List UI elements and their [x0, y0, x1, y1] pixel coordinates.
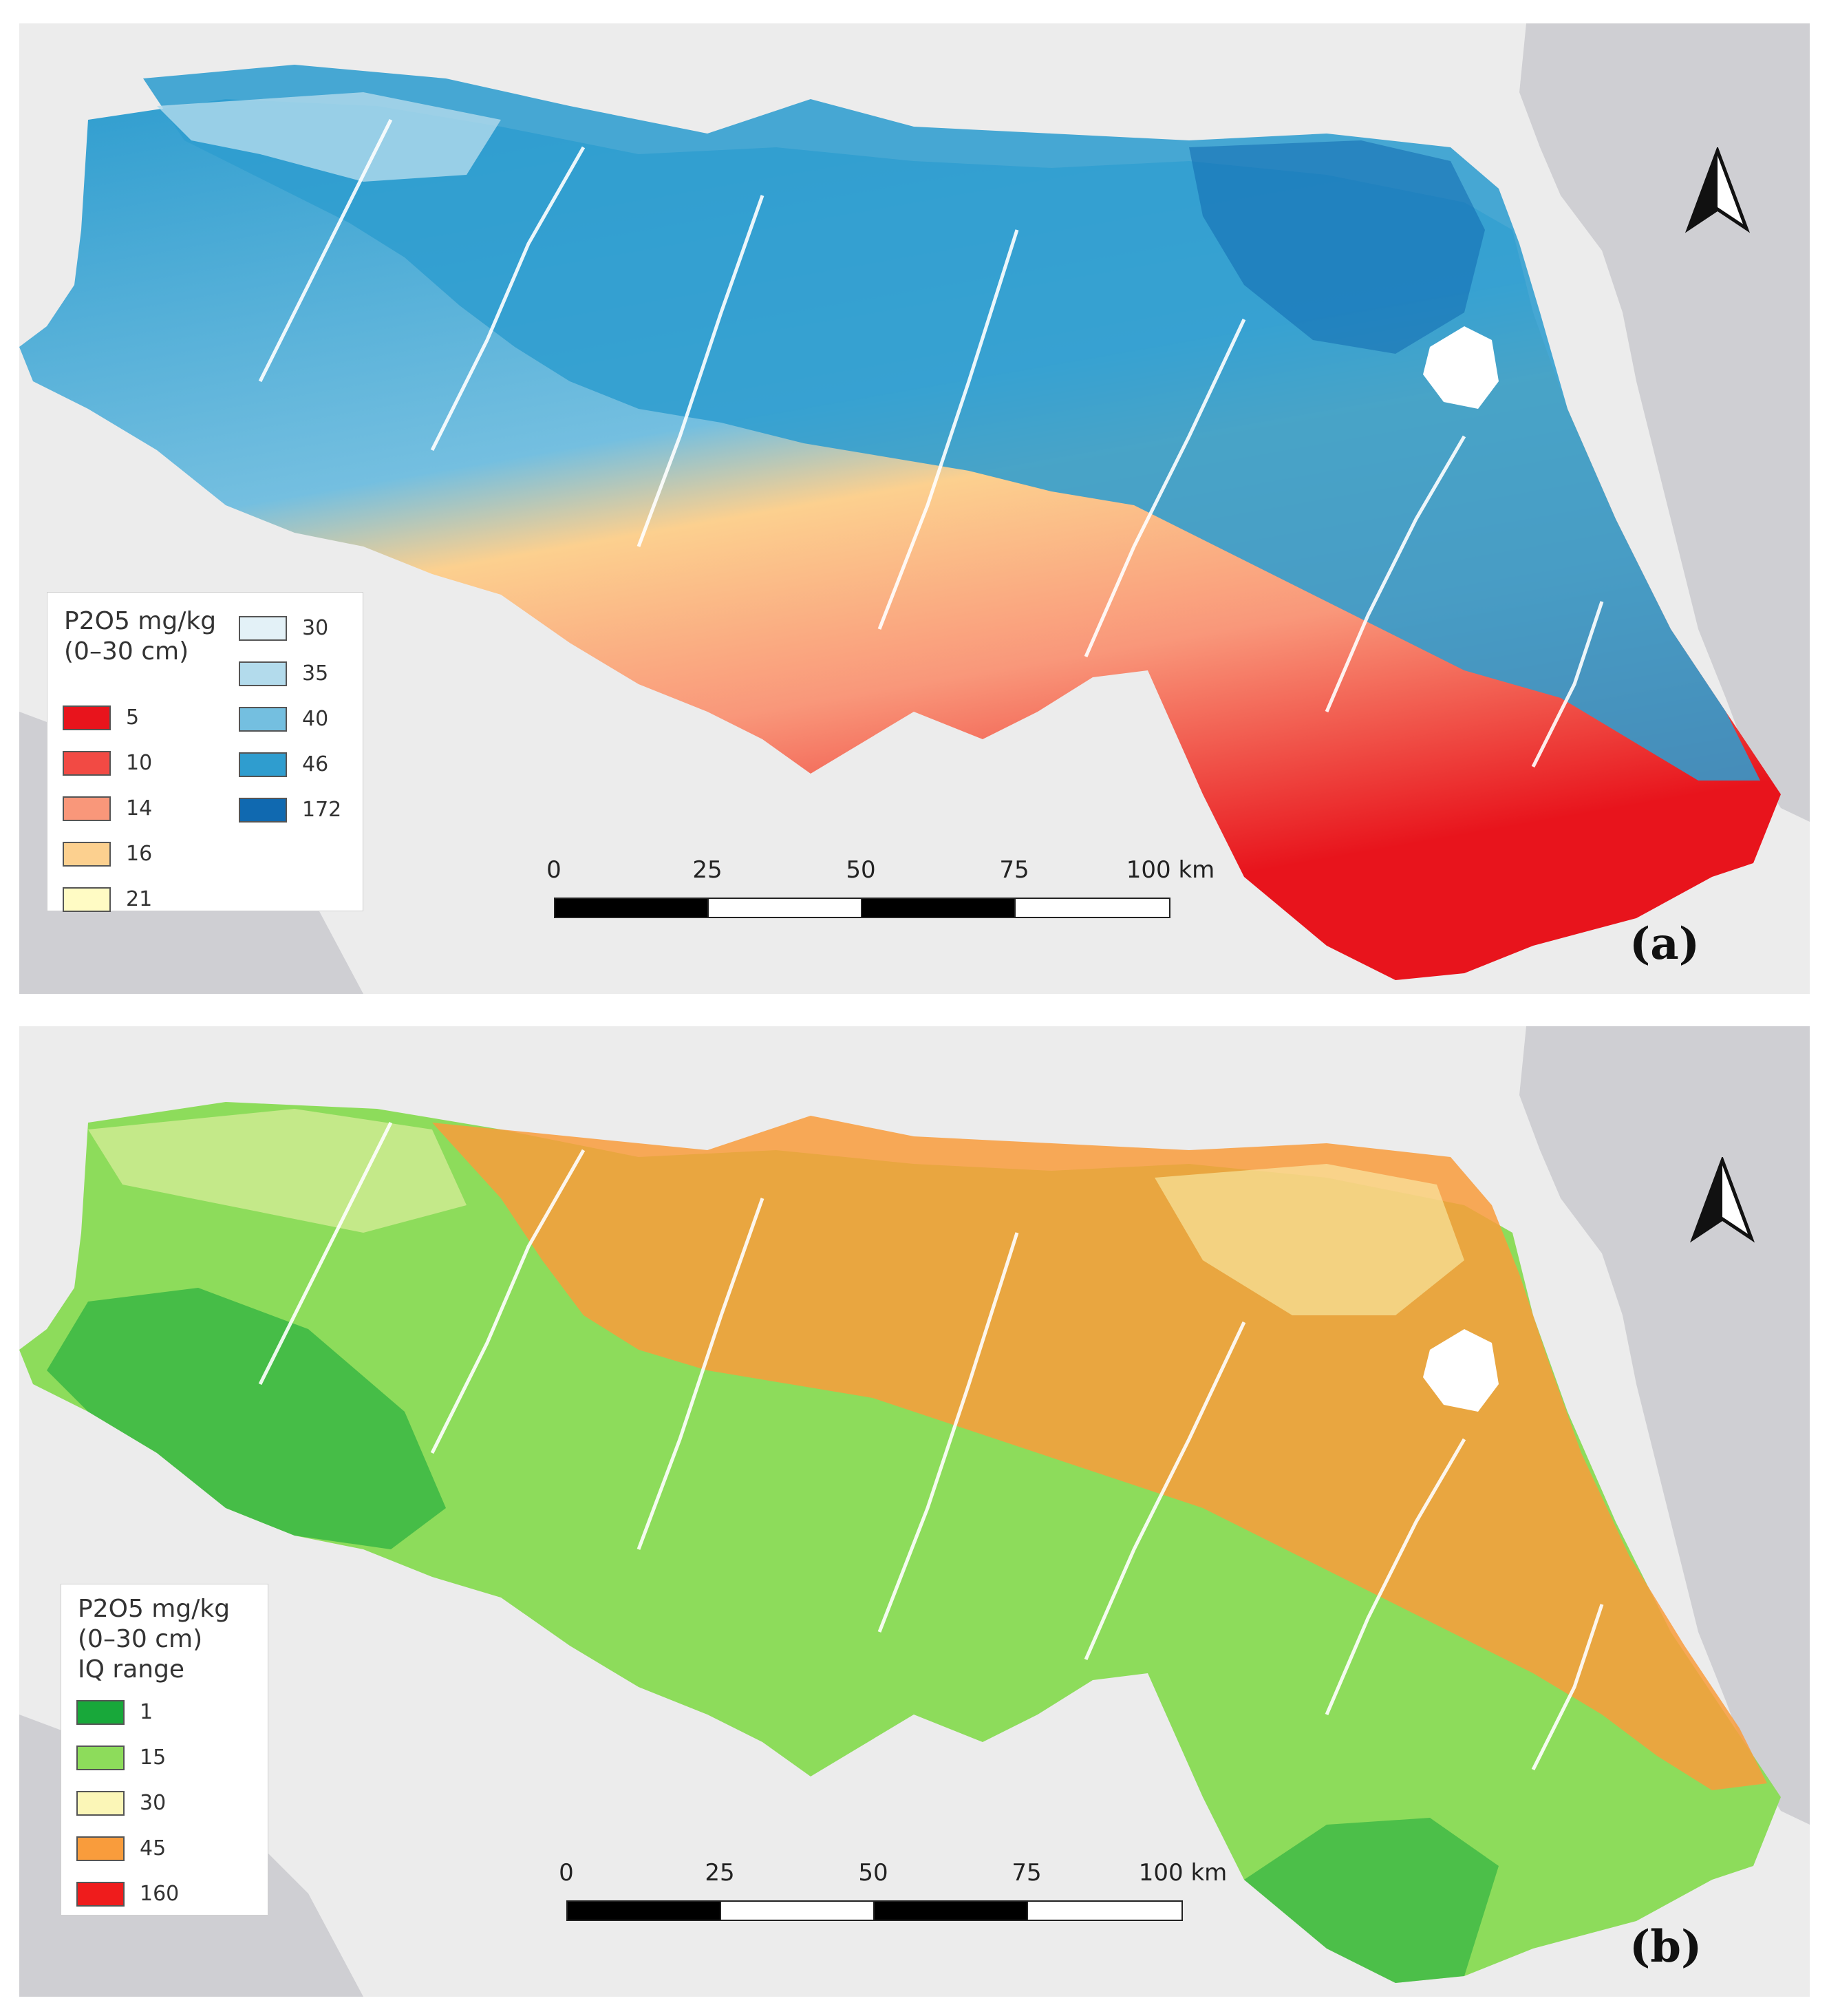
- map-panel-b: P2O5 mg/kg (0–30 cm) IQ range 1 15 30 45 160…: [19, 1026, 1810, 1997]
- legend-swatch: [239, 798, 287, 823]
- scale-a-seg-2: [707, 898, 862, 918]
- legend-swatch: [239, 752, 287, 777]
- legend-swatch: [63, 751, 111, 776]
- legend-b-title-line2: (0–30 cm): [78, 1625, 203, 1653]
- map-b-canvas: [19, 1026, 1810, 1997]
- legend-label: 46: [302, 752, 329, 776]
- yellow-zone-b: [1155, 1164, 1464, 1315]
- legend-a-title-line2: (0–30 cm): [64, 637, 189, 666]
- scale-tick-label: 25: [692, 856, 723, 884]
- legend-swatch: [63, 705, 111, 730]
- legend-swatch: [76, 1700, 125, 1725]
- scale-b-seg-4: [1027, 1900, 1183, 1921]
- yellow-zone-b2: [88, 1109, 467, 1233]
- rivers-b: [258, 1121, 1604, 1771]
- legend-label: 30: [302, 616, 329, 640]
- legend-label: 40: [302, 707, 329, 731]
- dark-green-zone-b: [47, 1288, 446, 1549]
- scale-tick-label: 75: [1012, 1859, 1042, 1887]
- scale-tick-label: 0: [559, 1859, 574, 1887]
- legend-label: 10: [126, 751, 153, 775]
- scale-tick-label: 75: [999, 856, 1029, 884]
- legend-a: P2O5 mg/kg (0–30 cm) 5 10 14 16 21 30 35 40 46 17…: [47, 592, 363, 912]
- legend-label: 45: [140, 1836, 167, 1860]
- legend-label: 5: [126, 705, 140, 730]
- scalebar-b: 0 25 50 75 100 km: [559, 1859, 1227, 1928]
- rivers-a: [258, 118, 1604, 768]
- north-arrow-icon: [1688, 1155, 1757, 1246]
- legend-swatch: [239, 707, 287, 732]
- scale-tick-label: 50: [846, 856, 876, 884]
- map-panel-a: P2O5 mg/kg (0–30 cm) 5 10 14 16 21 30 35 40 46 17…: [19, 23, 1810, 994]
- legend-b-title-line3: IQ range: [78, 1655, 185, 1684]
- legend-swatch: [76, 1791, 125, 1816]
- lagoon-b: [1423, 1329, 1499, 1412]
- light-blue-zone-a: [157, 92, 501, 182]
- panel-label-b: (b): [1629, 1921, 1702, 1973]
- legend-label: 21: [126, 887, 153, 911]
- legend-swatch: [239, 661, 287, 686]
- legend-label: 15: [140, 1746, 167, 1770]
- scale-a-seg-3: [861, 898, 1016, 918]
- scale-tick-label: 0: [546, 856, 561, 884]
- dark-green-zone-b2: [1244, 1818, 1499, 1983]
- legend-swatch: [76, 1746, 125, 1770]
- legend-label: 1: [140, 1700, 153, 1724]
- scale-tick-label: 100 km: [1126, 856, 1215, 884]
- scale-a-seg-1: [554, 898, 709, 918]
- legend-swatch: [63, 887, 111, 912]
- legend-swatch: [239, 616, 287, 641]
- legend-b: P2O5 mg/kg (0–30 cm) IQ range 1 15 30 45 160: [61, 1584, 268, 1916]
- legend-swatch: [63, 842, 111, 867]
- scale-b-seg-1: [566, 1900, 721, 1921]
- scale-b-seg-3: [873, 1900, 1028, 1921]
- legend-swatch: [76, 1882, 125, 1907]
- scale-a-seg-4: [1014, 898, 1170, 918]
- scale-tick-label: 100 km: [1138, 1859, 1228, 1887]
- scalebar-a: 0 25 50 75 100 km: [546, 856, 1215, 925]
- scale-tick-label: 50: [858, 1859, 888, 1887]
- lagoon-a: [1423, 326, 1499, 409]
- legend-a-title-line1: P2O5 mg/kg: [64, 607, 217, 635]
- legend-label: 160: [140, 1882, 180, 1906]
- legend-b-title-line1: P2O5 mg/kg: [78, 1595, 231, 1623]
- deep-blue-zone-a: [1189, 140, 1485, 354]
- legend-label: 30: [140, 1791, 167, 1815]
- panel-label-a: (a): [1629, 918, 1700, 970]
- legend-label: 35: [302, 661, 329, 686]
- scale-tick-label: 25: [705, 1859, 735, 1887]
- legend-label: 14: [126, 796, 153, 820]
- north-arrow-icon: [1683, 145, 1752, 237]
- legend-label: 172: [302, 798, 342, 822]
- legend-swatch: [76, 1836, 125, 1861]
- legend-swatch: [63, 796, 111, 821]
- legend-label: 16: [126, 842, 153, 866]
- scale-b-seg-2: [720, 1900, 875, 1921]
